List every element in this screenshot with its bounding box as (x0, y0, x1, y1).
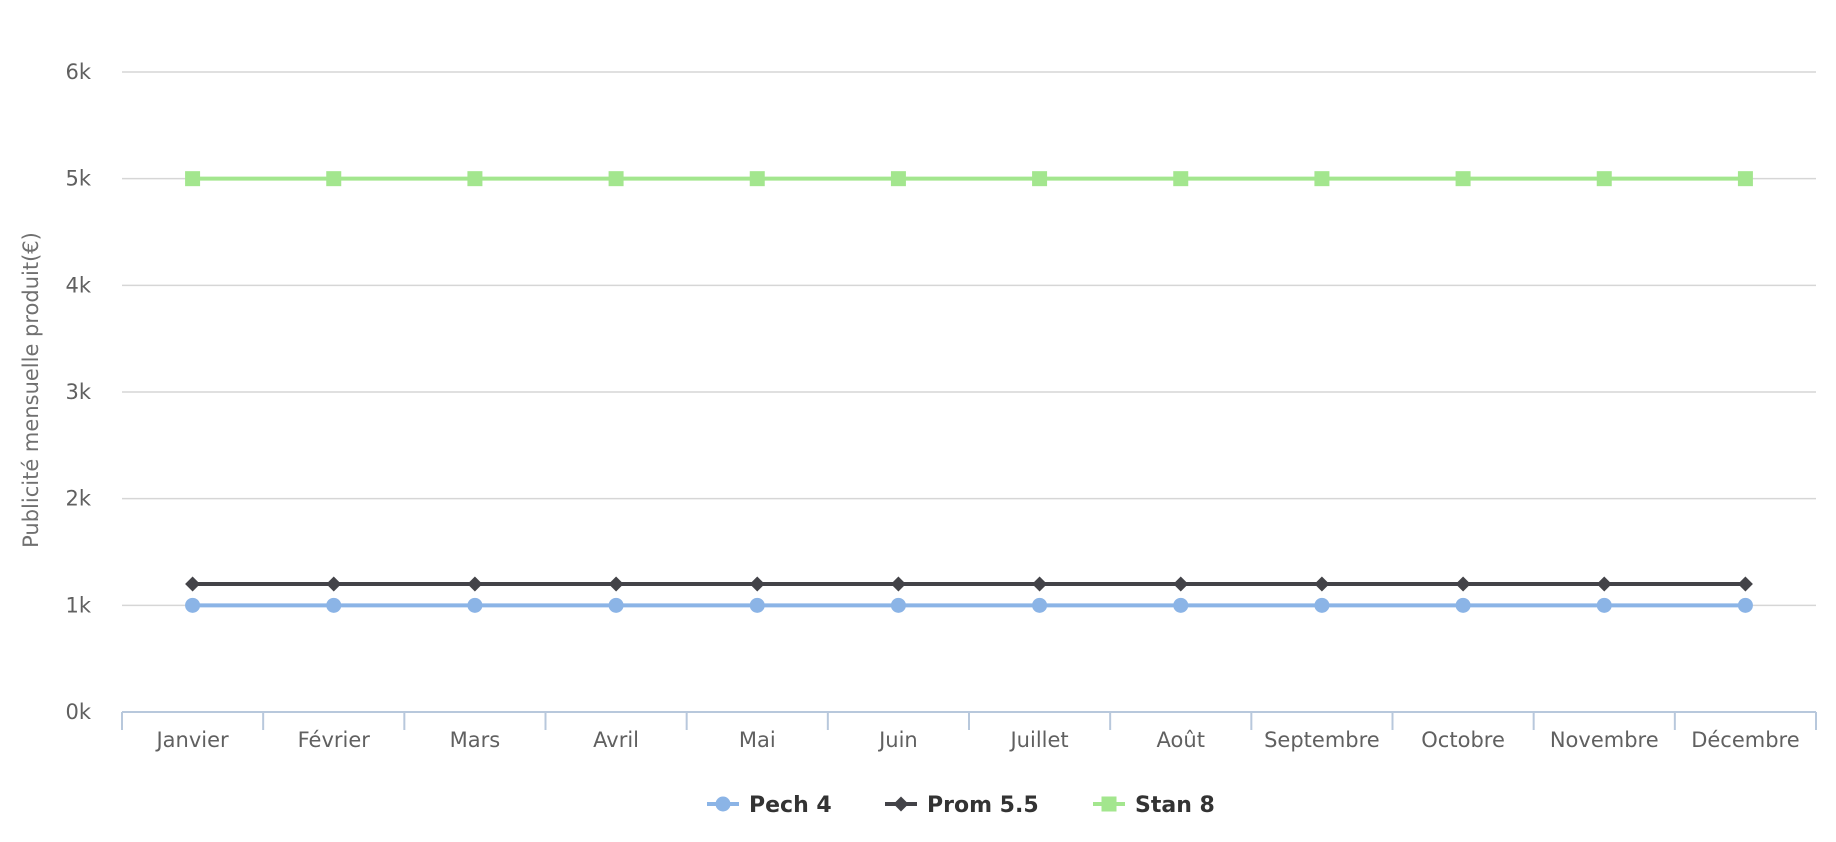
x-tick-label: Mai (739, 728, 776, 752)
x-tick-label: Décembre (1691, 728, 1799, 752)
series-prom-5-5 (185, 576, 1753, 592)
y-tick-label: 3k (65, 380, 91, 404)
x-tick-label: Janvier (154, 728, 229, 752)
data-point[interactable] (1455, 576, 1471, 592)
data-point[interactable] (467, 171, 483, 187)
data-point[interactable] (1596, 576, 1612, 592)
legend-item[interactable]: Prom 5.5 (885, 793, 1039, 818)
data-point[interactable] (608, 597, 624, 613)
y-axis-title: Publicité mensuelle produit(€) (19, 232, 43, 548)
data-point[interactable] (1173, 171, 1189, 187)
x-tick-label: Juin (877, 728, 918, 752)
data-point[interactable] (749, 576, 765, 592)
legend-item[interactable]: Pech 4 (707, 793, 832, 818)
legend-label: Pech 4 (749, 793, 832, 818)
legend[interactable]: Pech 4 Prom 5.5 Stan 8 (707, 793, 1215, 818)
data-point[interactable] (1173, 597, 1189, 613)
data-point[interactable] (608, 171, 624, 187)
y-tick-label: 5k (65, 167, 91, 191)
y-tick-label: 6k (65, 60, 91, 84)
data-point[interactable] (749, 597, 765, 613)
grid-lines (122, 71, 1816, 607)
x-axis: Janvier Février Mars Avril Mai Juin Juillet Aoû… (121, 711, 1817, 752)
data-point[interactable] (1737, 597, 1753, 613)
x-tick-label: Août (1157, 728, 1205, 752)
x-tick-label: Mars (450, 728, 501, 752)
x-tick-label: Octobre (1421, 728, 1505, 752)
legend-marker[interactable] (715, 796, 731, 812)
data-point[interactable] (1314, 576, 1330, 592)
data-point[interactable] (1173, 576, 1189, 592)
data-point[interactable] (326, 576, 342, 592)
data-point[interactable] (749, 171, 765, 187)
legend-item[interactable]: Stan 8 (1093, 793, 1215, 818)
data-point[interactable] (1737, 171, 1753, 187)
x-tick-label: Juillet (1008, 728, 1068, 752)
data-point[interactable] (890, 597, 906, 613)
data-point[interactable] (185, 171, 201, 187)
legend-label: Stan 8 (1135, 793, 1215, 818)
data-point[interactable] (1032, 597, 1048, 613)
data-point[interactable] (1032, 171, 1048, 187)
x-tick-label: Novembre (1550, 728, 1659, 752)
series-stan-8 (185, 171, 1753, 187)
x-tick-label: Avril (593, 728, 639, 752)
x-tick-label: Septembre (1264, 728, 1380, 752)
data-point[interactable] (185, 597, 201, 613)
data-point[interactable] (467, 576, 483, 592)
y-tick-label: 1k (65, 593, 91, 617)
data-point[interactable] (1455, 171, 1471, 187)
y-tick-label: 0k (65, 700, 91, 724)
data-point[interactable] (326, 597, 342, 613)
data-point[interactable] (890, 171, 906, 187)
data-point[interactable] (1737, 576, 1753, 592)
data-point[interactable] (185, 576, 201, 592)
legend-marker[interactable] (1101, 796, 1117, 812)
legend-label: Prom 5.5 (927, 793, 1039, 818)
data-point[interactable] (1032, 576, 1048, 592)
y-tick-label: 2k (65, 487, 91, 511)
series-pech-4 (185, 597, 1753, 613)
x-tick-label: Février (298, 728, 371, 752)
data-point[interactable] (1596, 171, 1612, 187)
y-tick-label: 4k (65, 273, 91, 297)
y-axis-ticks: 0k 1k 2k 3k 4k 5k 6k (65, 60, 91, 724)
data-point[interactable] (1314, 597, 1330, 613)
data-point[interactable] (608, 576, 624, 592)
data-point[interactable] (326, 171, 342, 187)
data-point[interactable] (467, 597, 483, 613)
series-layer (185, 171, 1753, 613)
data-point[interactable] (1596, 597, 1612, 613)
data-point[interactable] (1314, 171, 1330, 187)
legend-marker[interactable] (893, 796, 909, 812)
data-point[interactable] (890, 576, 906, 592)
data-point[interactable] (1455, 597, 1471, 613)
